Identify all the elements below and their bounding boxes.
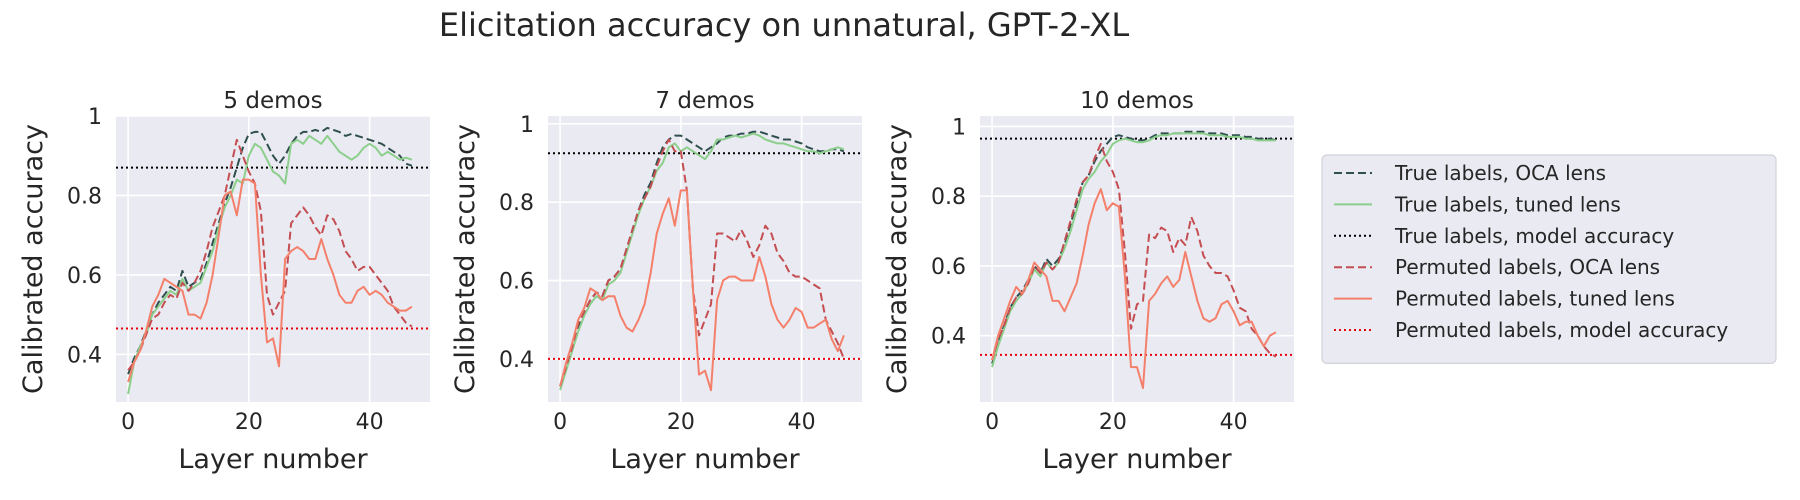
legend-label: True labels, OCA lens <box>1394 161 1606 185</box>
y-tick-label: 0.4 <box>931 325 966 350</box>
legend: True labels, OCA lens True labels, tuned … <box>1321 154 1777 364</box>
x-axis-label: Layer number <box>178 444 368 475</box>
chart-panel-1: 0 20 40 0.4 0.6 0.8 1 5 demos Layer number Calibr… <box>18 88 430 475</box>
y-tick-label: 0.8 <box>499 191 534 216</box>
x-tick-label: 40 <box>356 410 384 435</box>
y-axis-label: Calibrated accuracy <box>18 124 49 394</box>
x-tick-label: 40 <box>788 410 816 435</box>
legend-frame <box>1321 154 1777 364</box>
y-tick-label: 0.6 <box>499 270 534 295</box>
panel-title: 5 demos <box>223 88 322 114</box>
plot-lines <box>116 126 430 395</box>
legend-label: Permuted labels, tuned lens <box>1395 287 1675 311</box>
series-line <box>127 134 413 395</box>
x-axis-label: Layer number <box>610 444 800 475</box>
panel-title: 7 demos <box>655 88 754 114</box>
plot-area <box>980 116 1294 402</box>
x-tick-label: 20 <box>1099 410 1127 435</box>
y-tick-label: 0.6 <box>67 264 102 289</box>
figure-title: Elicitation accuracy on unnatural, GPT-2… <box>439 6 1129 44</box>
series-line <box>559 138 845 387</box>
x-tick-label: 20 <box>667 410 695 435</box>
y-tick-label: 1 <box>520 113 534 138</box>
y-axis-label: Calibrated accuracy <box>450 124 481 394</box>
y-axis-label: Calibrated accuracy <box>882 124 913 394</box>
chart-panels: 0 20 40 0.4 0.6 0.8 1 5 demos Layer number Calibr… <box>18 88 1294 475</box>
y-tick-label: 1 <box>88 105 102 130</box>
series-line <box>559 189 845 392</box>
series-line <box>127 178 413 383</box>
x-axis-label: Layer number <box>1042 444 1232 475</box>
series-line <box>991 188 1277 389</box>
y-tick-label: 1 <box>952 115 966 140</box>
series-line <box>127 138 413 371</box>
legend-label: True labels, model accuracy <box>1394 224 1674 248</box>
series-line <box>559 132 845 391</box>
legend-label: Permuted labels, OCA lens <box>1395 255 1660 279</box>
plot-lines <box>980 130 1294 389</box>
chart-panel-3: 0 20 40 0.4 0.6 0.8 1 10 demos Layer number Calib… <box>882 88 1294 475</box>
x-tick-label: 0 <box>121 410 135 435</box>
x-tick-label: 0 <box>985 410 999 435</box>
plot-area <box>548 116 862 402</box>
y-tick-label: 0.8 <box>67 184 102 209</box>
series-line <box>991 132 1276 368</box>
y-tick-label: 0.4 <box>67 343 102 368</box>
legend-label: True labels, tuned lens <box>1394 192 1621 216</box>
plot-area <box>116 116 430 402</box>
y-tick-label: 0.4 <box>499 348 534 373</box>
x-tick-label: 40 <box>1220 410 1248 435</box>
chart-panel-2: 0 20 40 0.4 0.6 0.8 1 7 demos Layer number Calibr… <box>450 88 862 475</box>
series-line <box>991 142 1277 361</box>
legend-label: Permuted labels, model accuracy <box>1395 318 1728 342</box>
y-tick-label: 0.6 <box>931 255 966 280</box>
panel-title: 10 demos <box>1080 88 1194 114</box>
series-line <box>127 126 413 375</box>
y-tick-label: 0.8 <box>931 185 966 210</box>
x-tick-label: 0 <box>553 410 567 435</box>
x-tick-label: 20 <box>235 410 263 435</box>
plot-lines <box>548 130 862 392</box>
